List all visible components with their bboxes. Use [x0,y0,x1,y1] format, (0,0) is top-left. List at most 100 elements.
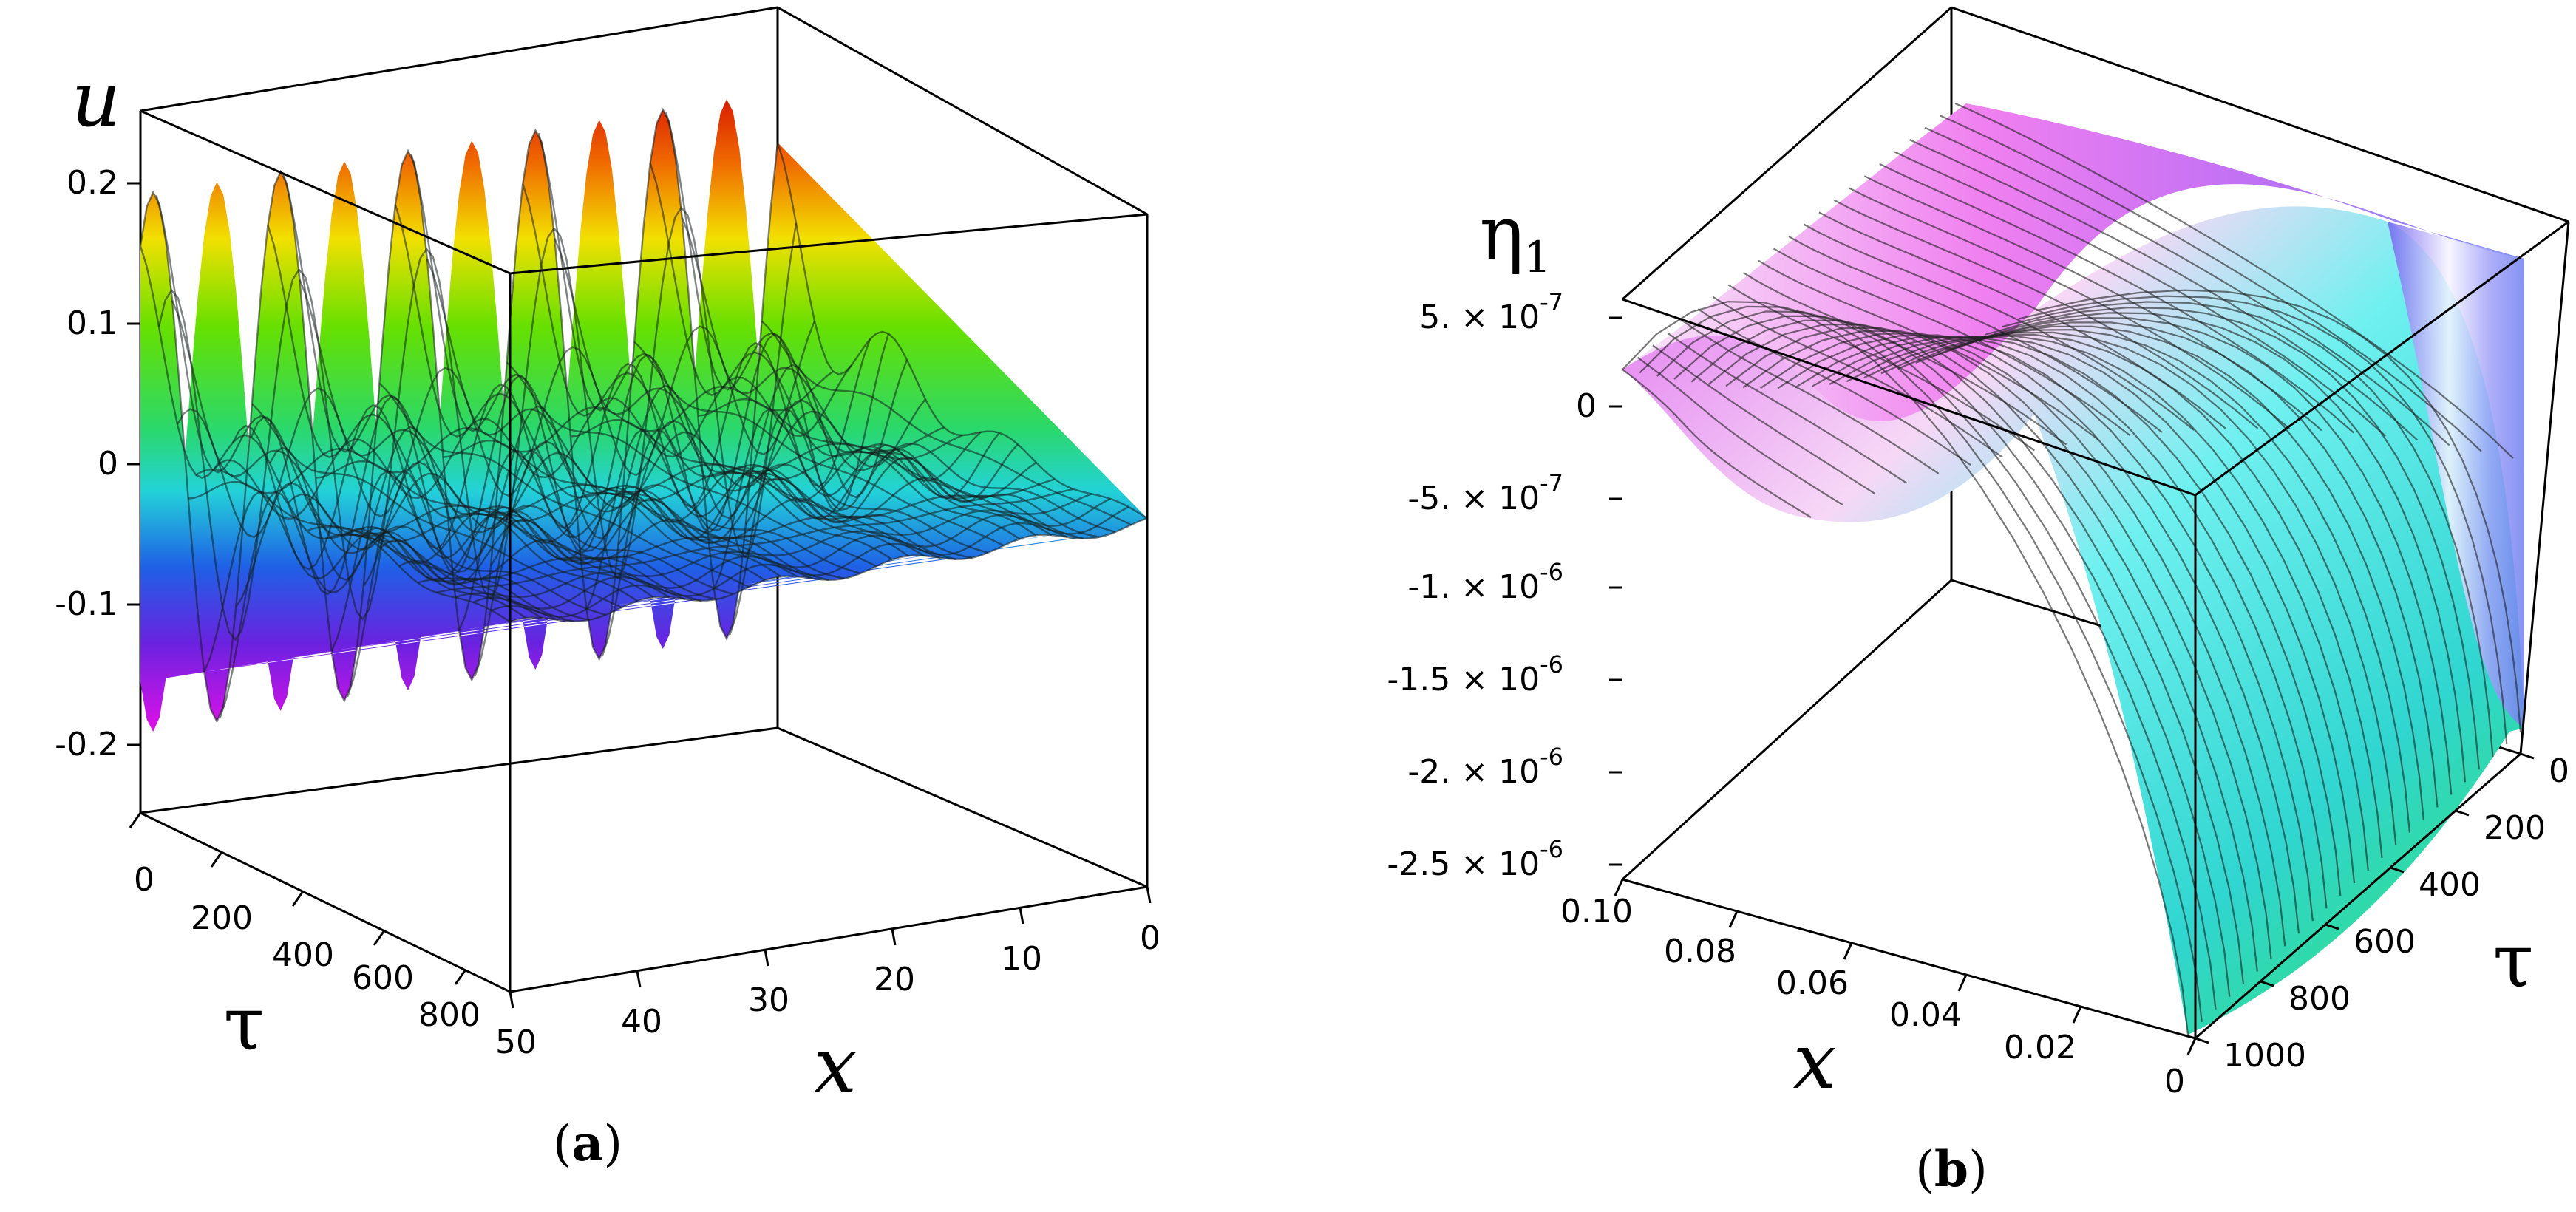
panel-b-mesh-line [1940,115,2482,452]
panel-a-x-axis-label: x [814,1021,857,1111]
panel-b-mesh-line [1909,139,2419,441]
panel-a-x-tick-label: 30 [748,981,789,1019]
panel-a-tau-tick-label: 200 [191,899,253,937]
panel-b-box-front [1622,220,2570,1040]
panel-b-tau-tick-label: 800 [2288,980,2351,1018]
panel-b-x-tick-label: 0.04 [1889,996,1962,1034]
panel-a-mesh-line [698,398,1068,538]
panel-a-mesh-line [474,449,845,677]
panel-a-tau-tick-label: 400 [272,936,334,974]
panel-b-tau-tick-label: 600 [2354,923,2416,961]
panel-a-mesh-line [315,460,686,600]
panel-b-x-axis: 0.10 0.08 0.06 0.04 0.02 0 x [1560,879,2197,1106]
panel-b-mesh-line [1949,317,2453,795]
panel-a-mesh-line [713,407,1084,590]
panel-b-mesh-line [1639,305,2203,1023]
panel-a-tau-tick-label: 0 [134,861,154,899]
panel-b-mesh-line [1880,331,2397,845]
panel-b-z-tick-label: -5. × 10-7 [1407,469,1563,517]
panel-a-mesh-line [443,440,813,579]
panel-b-z-axis-label: η1 [1480,190,1552,282]
panel-a-mesh-line [585,428,956,610]
panel-b-mesh-line [1690,319,2245,984]
panel-b-mesh-line [2019,295,2508,745]
panel-a-x-tick-label: 0 [1140,919,1160,957]
panel-b-mesh-line [1863,175,2322,432]
panel-b-mesh-line [1803,223,2195,431]
panel-a-mesh-line [330,469,701,652]
panel-a-mesh-line [219,491,590,718]
panel-b-mesh-line [1812,336,2342,896]
panel-b-mesh-line [1673,315,2231,997]
panel-a: 0.2 0.1 0 -0.1 -0.2 u 0 200 400 600 800 … [55,6,1160,1172]
panel-b-mesh-line [1954,102,2514,459]
panel-b-mesh-line [1915,325,2424,820]
panel-a-mesh-line [601,429,973,656]
panel-b-x-axis-label: x [1793,1016,1837,1106]
panel-b-tau-tick-label: 200 [2484,809,2546,847]
panel-b-x-tick-label: 0.02 [2004,1029,2076,1066]
panel-b-z-axis: 5. × 10-7 0 -5. × 10-7 -1. × 10-6 -1.5 ×… [1387,190,1622,883]
panel-a-tau-axis: 0 200 400 600 800 τ [129,812,480,1067]
panel-b-z-tick-label: 0 [1576,387,1597,425]
panel-a-box-front [140,109,1149,993]
panel-a-mesh-line [681,217,1053,537]
panel-a-mesh-line [633,341,1005,547]
panel-b-mesh-line [1967,312,2467,783]
panel-a-mesh-line [171,300,543,619]
panel-a-mesh-line [458,449,829,631]
panel-a-mesh-line [378,382,750,588]
panel-a-tau-tick-label: 600 [352,959,414,997]
panel-a-mesh-line [776,142,1148,520]
panel-a-mesh-line [282,174,654,599]
panel-a-tau-tick-label: 800 [418,996,480,1034]
panel-a-mesh-line [139,245,511,623]
panel-b-z-tick-label: -2.5 × 10-6 [1387,835,1563,883]
panel-a-tau-axis-label: τ [223,981,264,1067]
panel-a-x-axis: 50 40 30 20 10 0 x [495,886,1160,1111]
panel-a-z-tick-label: 0.2 [67,164,118,202]
panel-a-mesh-line [761,320,1132,526]
panel-b-mesh-line [1656,310,2217,1010]
panel-b-mesh-line [1742,330,2286,947]
panel-b-label: (b) [1915,1140,1988,1198]
panel-b-mesh-line [1863,333,2383,858]
panel-a-mesh-line [570,419,941,559]
panel-a-surface-fill [140,99,1147,732]
panel-b: 5. × 10-7 0 -5. × 10-7 -1. × 10-6 -1.5 ×… [1387,6,2570,1198]
panel-b-z-tick-label: -1.5 × 10-6 [1387,650,1563,698]
panel-b-mesh-line [1725,327,2272,959]
panel-a-z-tick-label: -0.1 [55,585,118,623]
panel-b-mesh-line [1777,334,2314,922]
panel-b-mesh-line [2036,289,2522,732]
panel-b-surface-right [2388,222,2524,728]
panel-b-mesh-line [1622,301,2189,1035]
panel-a-x-tick-label: 40 [621,1003,662,1041]
panel-b-tau-axis-label: τ [2492,918,2533,1004]
panel-b-mesh-line [1652,344,1875,494]
panel-b-mesh-line [1743,272,2067,446]
panel-b-mesh-line [1682,320,1940,474]
panel-a-z-axis-label: u [72,54,121,144]
panel-a-x-tick-label: 50 [495,1024,537,1061]
panel-a-z-axis: 0.2 0.1 0 -0.1 -0.2 u [55,54,140,763]
panel-b-mesh-line [1897,329,2411,833]
panel-a-mesh-line [235,482,606,616]
panel-a-mesh-line [299,279,670,599]
panel-a-mesh-line [426,259,798,578]
panel-b-mesh-line [1794,336,2328,909]
panel-b-tau-tick-label: 400 [2419,866,2481,904]
panel-b-mesh-line [1894,151,2387,437]
panel-b-mesh-line [1760,332,2300,934]
panel-b-tau-tick-label: 1000 [2223,1037,2306,1075]
panel-a-mesh-line [362,461,734,596]
panel-a-mesh-line [554,238,925,557]
panel-b-z-tick-label: 5. × 10-7 [1419,288,1563,336]
panel-b-surface [1622,102,2524,1035]
panel-b-z-tick-label: -1. × 10-6 [1407,558,1563,606]
panel-b-x-tick-label: 0.10 [1560,893,1633,930]
panel-b-mesh-line [1984,307,2480,770]
panel-a-mesh-line [267,225,639,602]
panel-a-mesh-line [506,361,877,568]
